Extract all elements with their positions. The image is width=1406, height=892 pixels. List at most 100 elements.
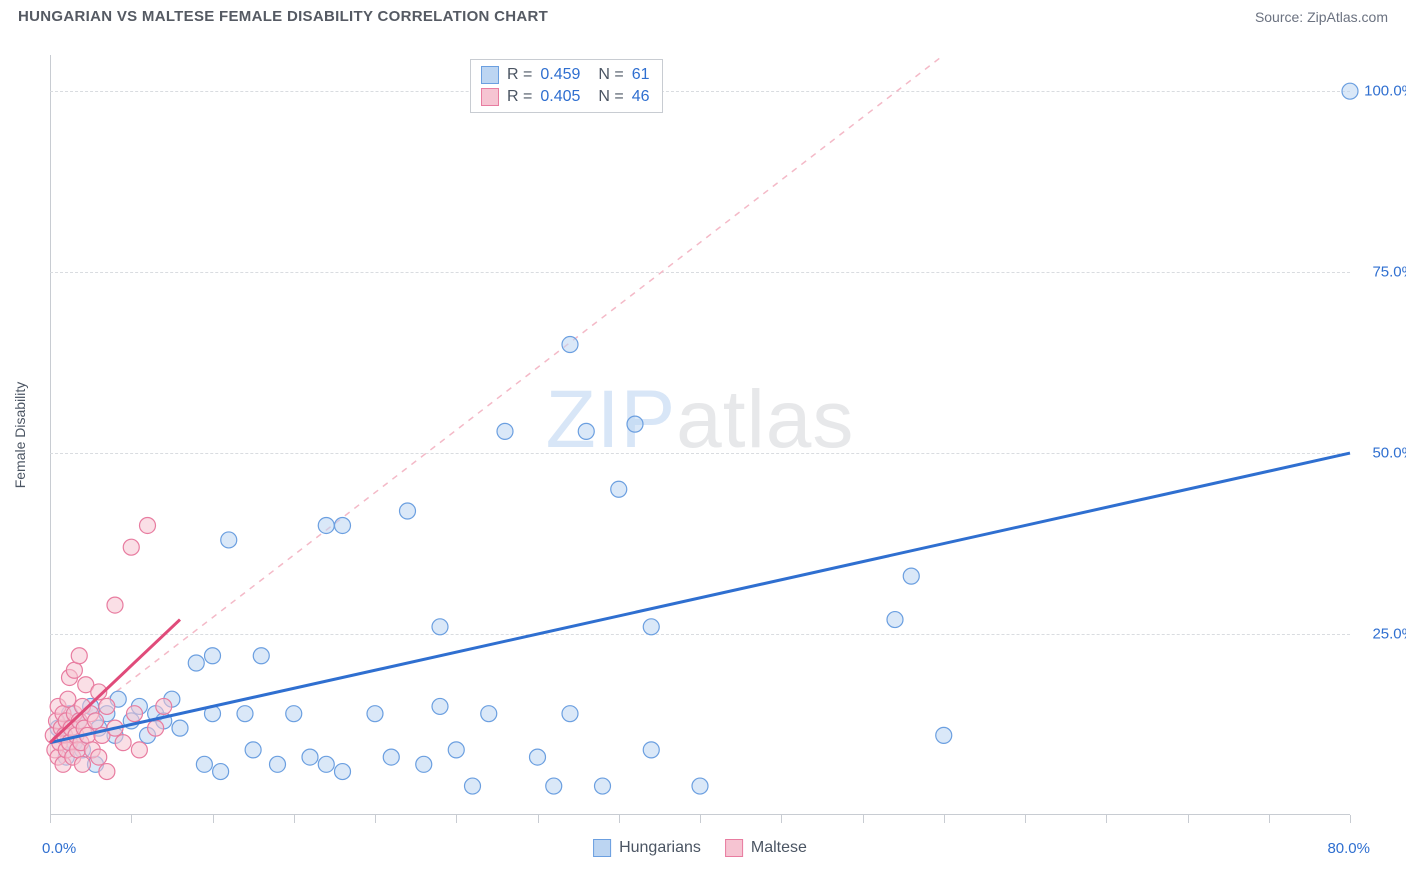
x-tick: [619, 815, 620, 823]
legend-r-value: 0.459: [540, 66, 580, 84]
chart-title: HUNGARIAN VS MALTESE FEMALE DISABILITY C…: [18, 8, 548, 25]
data-point: [400, 503, 416, 519]
data-point: [140, 517, 156, 533]
data-point: [60, 691, 76, 707]
legend-n-label: N =: [598, 66, 623, 84]
data-point: [88, 713, 104, 729]
x-tick: [944, 815, 945, 823]
data-point: [115, 735, 131, 751]
data-point: [127, 706, 143, 722]
data-point: [245, 742, 261, 758]
legend-n-value: 46: [632, 88, 650, 106]
legend-n-label: N =: [598, 88, 623, 106]
data-point: [205, 648, 221, 664]
data-point: [936, 727, 952, 743]
legend-r-label: R =: [507, 88, 532, 106]
x-tick: [538, 815, 539, 823]
data-point: [156, 698, 172, 714]
data-point: [302, 749, 318, 765]
data-point: [270, 756, 286, 772]
x-tick: [1025, 815, 1026, 823]
data-point: [595, 778, 611, 794]
y-tick-label: 100.0%: [1364, 83, 1406, 100]
x-tick: [700, 815, 701, 823]
data-point: [562, 337, 578, 353]
data-point: [107, 597, 123, 613]
data-point: [221, 532, 237, 548]
legend-swatch: [481, 88, 499, 106]
data-point: [335, 764, 351, 780]
scatter-plot: [50, 55, 1350, 815]
data-point: [497, 423, 513, 439]
x-tick: [294, 815, 295, 823]
data-point: [643, 742, 659, 758]
data-point: [627, 416, 643, 432]
source-label: Source: ZipAtlas.com: [1255, 9, 1388, 25]
data-point: [172, 720, 188, 736]
data-point: [91, 749, 107, 765]
legend-series: Hungarians Maltese: [593, 839, 807, 857]
data-point: [318, 756, 334, 772]
data-point: [432, 619, 448, 635]
data-point: [196, 756, 212, 772]
data-point: [335, 517, 351, 533]
x-tick: [781, 815, 782, 823]
legend-stats-row: R = 0.405 N = 46: [481, 86, 650, 108]
x-tick: [456, 815, 457, 823]
data-point: [148, 720, 164, 736]
data-point: [530, 749, 546, 765]
x-tick: [131, 815, 132, 823]
x-tick: [50, 815, 51, 823]
data-point: [253, 648, 269, 664]
data-point: [481, 706, 497, 722]
data-point: [123, 539, 139, 555]
data-point: [611, 481, 627, 497]
data-point: [562, 706, 578, 722]
data-point: [213, 764, 229, 780]
y-tick-label: 25.0%: [1372, 626, 1406, 643]
legend-n-value: 61: [632, 66, 650, 84]
data-point: [448, 742, 464, 758]
x-tick: [1350, 815, 1351, 823]
data-point: [66, 662, 82, 678]
data-point: [188, 655, 204, 671]
legend-swatch: [593, 839, 611, 857]
x-tick: [1188, 815, 1189, 823]
data-point: [99, 698, 115, 714]
x-tick: [213, 815, 214, 823]
data-point: [1342, 83, 1358, 99]
data-point: [318, 517, 334, 533]
trendline: [50, 453, 1350, 743]
legend-swatch: [725, 839, 743, 857]
data-point: [903, 568, 919, 584]
x-tick: [863, 815, 864, 823]
legend-series-label: Hungarians: [619, 839, 701, 857]
data-point: [237, 706, 253, 722]
x-tick: [375, 815, 376, 823]
data-point: [432, 698, 448, 714]
trendline-dashed: [50, 55, 944, 743]
legend-stats: R = 0.459 N = 61 R = 0.405 N = 46: [470, 59, 663, 113]
y-axis-title: Female Disability: [12, 382, 28, 489]
legend-swatch: [481, 66, 499, 84]
x-axis-min-label: 0.0%: [42, 840, 76, 857]
x-axis-max-label: 80.0%: [1327, 840, 1370, 857]
x-tick: [1106, 815, 1107, 823]
data-point: [578, 423, 594, 439]
legend-r-value: 0.405: [540, 88, 580, 106]
x-tick: [1269, 815, 1270, 823]
chart-area: Female Disability ZIPatlas 25.0%50.0%75.…: [50, 55, 1350, 815]
data-point: [887, 612, 903, 628]
legend-series-label: Maltese: [751, 839, 807, 857]
data-point: [367, 706, 383, 722]
legend-series-item: Hungarians: [593, 839, 701, 857]
data-point: [286, 706, 302, 722]
data-point: [131, 742, 147, 758]
data-point: [692, 778, 708, 794]
y-tick-label: 75.0%: [1372, 264, 1406, 281]
data-point: [416, 756, 432, 772]
data-point: [75, 756, 91, 772]
header: HUNGARIAN VS MALTESE FEMALE DISABILITY C…: [0, 0, 1406, 31]
y-tick-label: 50.0%: [1372, 445, 1406, 462]
data-point: [465, 778, 481, 794]
